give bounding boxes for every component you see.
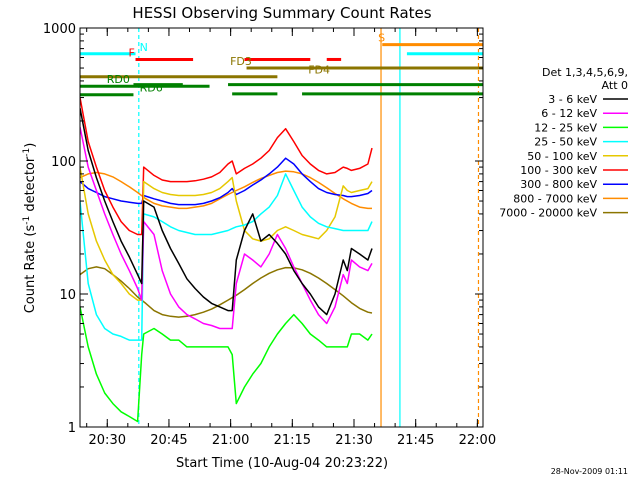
legend-entry-label: 50 - 100 keV [527,150,597,163]
legend-entry-label: 25 - 50 keV [534,136,597,149]
series-line [80,157,373,206]
y-axis-label: Count Rate (s-1 detector-1) [22,143,38,314]
legend-entry-label: 12 - 25 keV [534,121,597,134]
legend-entry-label: 7000 - 20000 keV [499,207,597,220]
legend-entry-label: 800 - 7000 keV [513,192,597,205]
legend-entry-label: 6 - 12 keV [541,107,597,120]
flag-bar-label: F [129,46,135,59]
flag-bar-label: FD4 [308,64,330,77]
series-line [80,170,372,210]
plot-frame [79,27,484,428]
series-line [80,173,373,341]
vertical-markers [138,28,480,427]
series-line [80,166,373,301]
x-tick-label: 21:00 [212,433,249,448]
legend-entry-label: 300 - 800 keV [520,178,597,191]
y-tick-label: 100 [51,155,76,170]
legend-header-line-2: Att 0 [602,79,628,92]
series-line [80,107,373,316]
x-tick-label: 21:45 [397,433,434,448]
series-line [80,126,373,330]
series-line [80,306,373,423]
chart-title: HESSI Observing Summary Count Rates [132,4,431,22]
count-rate-series [80,97,373,423]
flag-bar-label: N [140,41,148,54]
x-tick-label: 20:45 [150,433,187,448]
flag-bar-label: RD0 [107,73,130,86]
flag-bar-label: S [378,32,385,45]
series-line [80,266,373,318]
timestamp: 28-Nov-2009 01:11 [551,467,628,476]
x-tick-label: 22:00 [459,433,496,448]
y-tick-label: 1 [68,421,76,436]
x-tick-label: 21:30 [335,433,372,448]
x-tick-label: 21:15 [274,433,311,448]
x-axis-label: Start Time (10-Aug-04 20:23:22) [176,456,388,471]
y-tick-label: 1000 [43,22,76,37]
flag-bar-label: FD3 [230,55,252,68]
axes: 1 10 100 1000 20:30 20:45 21:00 21:15 21:30 21:45… [43,22,496,448]
legend-header-line-1: Det 1,3,4,5,6,9, [542,66,628,79]
legend-entry-label: 100 - 300 keV [520,164,597,177]
x-tick-label: 20:30 [89,433,126,448]
series-line [80,97,373,236]
legend-entry-label: 3 - 6 keV [548,93,597,106]
y-tick-label: 10 [59,288,76,303]
